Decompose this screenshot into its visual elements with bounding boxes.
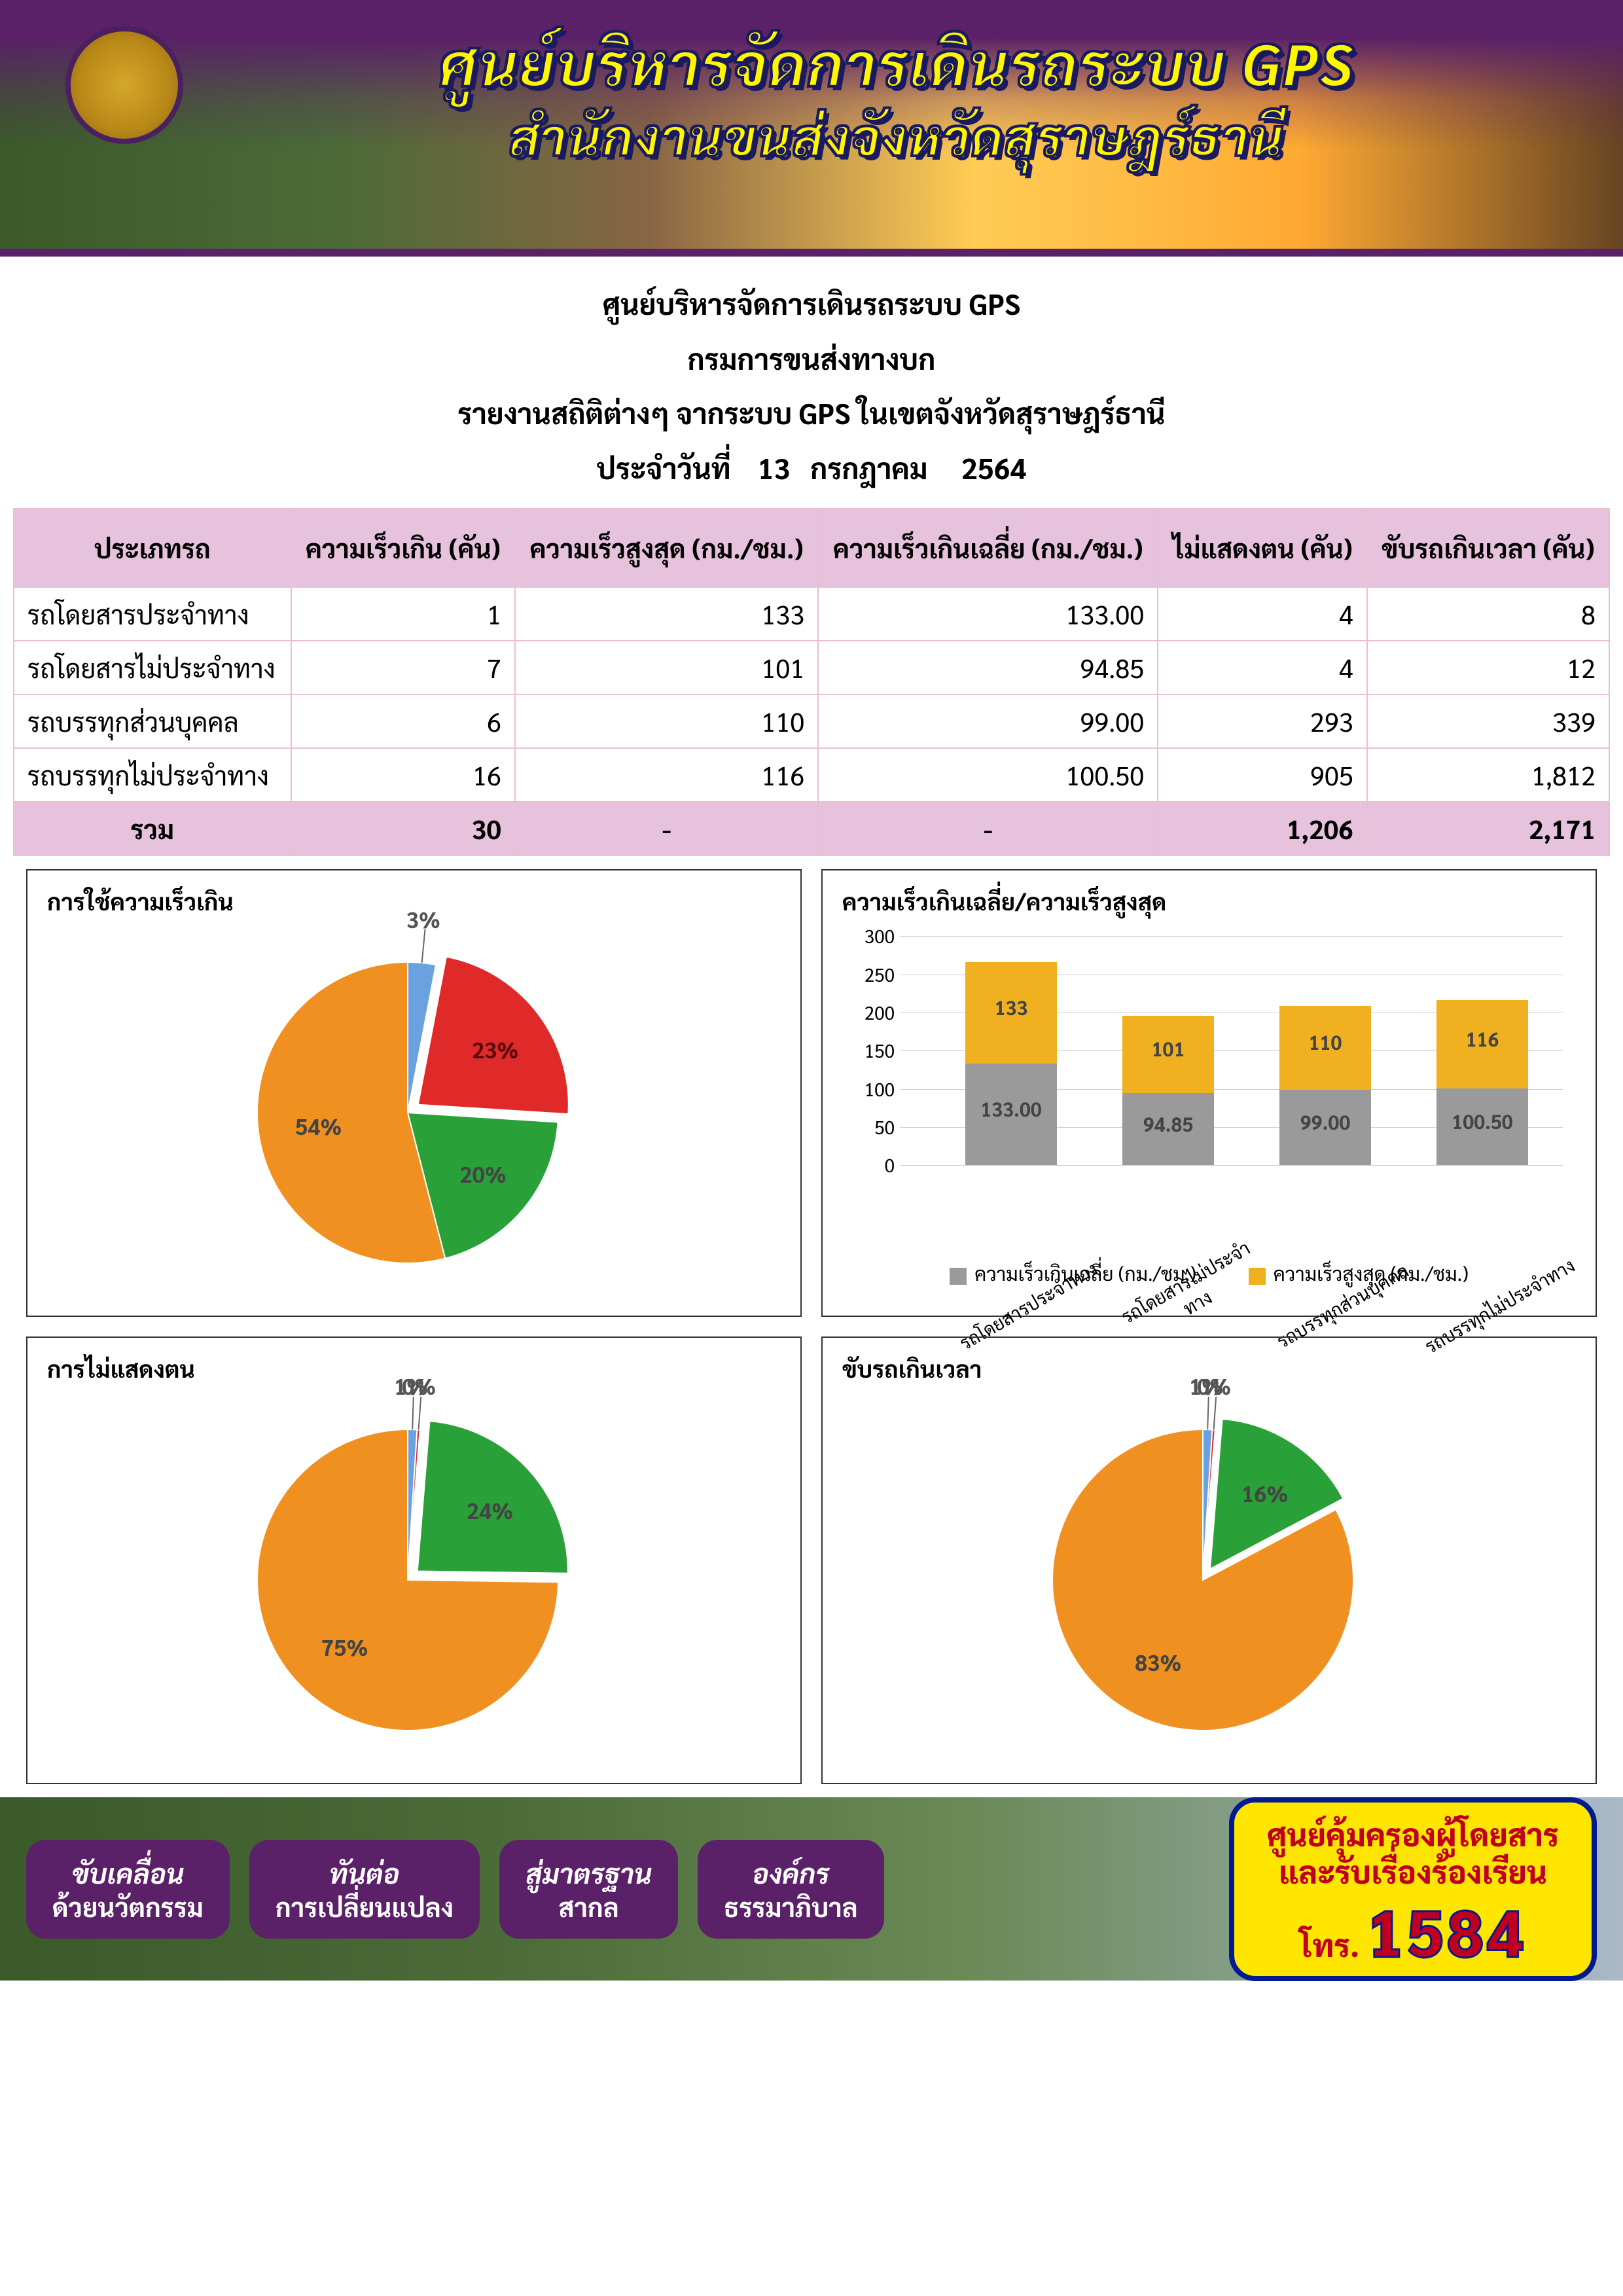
- chart-speed-bar: ความเร็วเกินเฉลี่ย/ความเร็วสูงสุด 0 50 100…: [821, 869, 1597, 1317]
- footer-pill: องค์กรธรรมาภิบาล: [698, 1840, 883, 1939]
- axis-tick: 0: [849, 1153, 895, 1177]
- table-header: ขับรถเกินเวลา (คัน): [1367, 509, 1609, 587]
- footer-pill: สู่มาตรฐานสากล: [499, 1840, 678, 1939]
- axis-tick: 150: [849, 1039, 895, 1062]
- bar-value-label: 101: [1122, 1035, 1214, 1061]
- banner-title-line1: ศูนย์บริหารจัดการเดินรถระบบ GPS: [209, 26, 1584, 98]
- table-row: รถบรรทุกส่วนบุคคล611099.00293339: [14, 694, 1609, 748]
- table-total-row: รวม30--1,2062,171: [14, 802, 1609, 855]
- banner-title-line2: สำนักงานขนส่งจังหวัดสุราษฎร์ธานี: [209, 105, 1584, 166]
- divider: [0, 249, 1623, 257]
- axis-tick: 50: [849, 1115, 895, 1139]
- footer-banner: ขับเคลื่อนด้วยนวัตกรรมทันต่อการเปลี่ยนแป…: [0, 1797, 1623, 1981]
- bar-value-label: 110: [1279, 1029, 1371, 1054]
- header-date: ประจำวันที่ 13 กรกฎาคม 2564: [26, 440, 1597, 495]
- chart-title: ความเร็วเกินเฉลี่ย/ความเร็วสูงสุด: [842, 886, 1576, 916]
- table-header: ความเร็วเกิน (คัน): [291, 509, 515, 587]
- pie-svg: [231, 1397, 597, 1763]
- bar-value-label: 100.50: [1436, 1108, 1528, 1134]
- pie-slice-label: 0%: [1197, 1371, 1231, 1400]
- pie-slice-label: 3%: [406, 905, 440, 933]
- table-header: ความเร็วเกินเฉลี่ย (กม./ชม.): [818, 509, 1158, 587]
- pie-slice-label: 0%: [402, 1371, 436, 1400]
- axis-tick: 200: [849, 1001, 895, 1024]
- header-line2: กรมการขนส่งทางบก: [26, 331, 1597, 386]
- axis-tick: 300: [849, 924, 895, 948]
- pie-svg: [231, 929, 597, 1296]
- stats-table: ประเภทรถความเร็วเกิน (คัน)ความเร็วสูงสุด…: [13, 508, 1610, 856]
- bar-value-label: 116: [1436, 1026, 1528, 1051]
- bar-value-label: 94.85: [1122, 1111, 1214, 1136]
- pie-slice-label: 54%: [295, 1111, 342, 1140]
- pie-slice-label: 16%: [1241, 1479, 1288, 1507]
- chart-no-identity: การไม่แสดงตน 1%0%24%75%: [26, 1336, 802, 1784]
- table-header: ประเภทรถ: [14, 509, 291, 587]
- pie-slice-label: 20%: [459, 1159, 506, 1188]
- hotline-cta: ศูนย์คุ้มครองผู้โดยสาร และรับเรื่องร้องเ…: [1229, 1797, 1597, 1981]
- table-header: ไม่แสดงตน (คัน): [1158, 509, 1367, 587]
- hotline-number: 1584: [1366, 1888, 1526, 1973]
- bar-value-label: 99.00: [1279, 1109, 1371, 1134]
- bar-value-label: 133.00: [965, 1096, 1057, 1121]
- header-line1: ศูนย์บริหารจัดการเดินรถระบบ GPS: [26, 276, 1597, 331]
- chart-speed-exceed: การใช้ความเร็วเกิน 3%23%20%54%: [26, 869, 802, 1317]
- axis-tick: 250: [849, 963, 895, 986]
- table-row: รถบรรทุกไม่ประจำทาง16116100.509051,812: [14, 748, 1609, 802]
- chart-overtime: ขับรถเกินเวลา 1%0%16%83%: [821, 1336, 1597, 1784]
- table-row: รถโดยสารไม่ประจำทาง710194.85412: [14, 641, 1609, 694]
- pie-slice-label: 23%: [472, 1035, 518, 1064]
- legend-item: ความเร็วสูงสุด (กม./ชม.): [1249, 1260, 1469, 1285]
- table-row: รถโดยสารประจำทาง1133133.0048: [14, 587, 1609, 641]
- header-banner: ศูนย์บริหารจัดการเดินรถระบบ GPS สำนักงาน…: [0, 0, 1623, 249]
- legend-item: ความเร็วเกินเฉลี่ย (กม./ชม.): [950, 1260, 1196, 1285]
- header-line3: รายงานสถิติต่างๆ จากระบบ GPS ในเขตจังหวั…: [26, 386, 1597, 440]
- pie-slice-label: 24%: [467, 1496, 513, 1524]
- pie-slice-label: 83%: [1135, 1647, 1181, 1676]
- table-header: ความเร็วสูงสุด (กม./ชม.): [515, 509, 818, 587]
- footer-pill: ทันต่อการเปลี่ยนแปลง: [249, 1840, 480, 1939]
- pie-svg: [1026, 1397, 1393, 1763]
- pie-slice-label: 75%: [321, 1632, 368, 1661]
- footer-pill: ขับเคลื่อนด้วยนวัตกรรม: [26, 1840, 230, 1939]
- axis-tick: 100: [849, 1077, 895, 1101]
- report-header: ศูนย์บริหารจัดการเดินรถระบบ GPS กรมการขน…: [0, 257, 1623, 508]
- agency-seal-icon: [65, 26, 183, 144]
- bar-value-label: 133: [965, 994, 1057, 1020]
